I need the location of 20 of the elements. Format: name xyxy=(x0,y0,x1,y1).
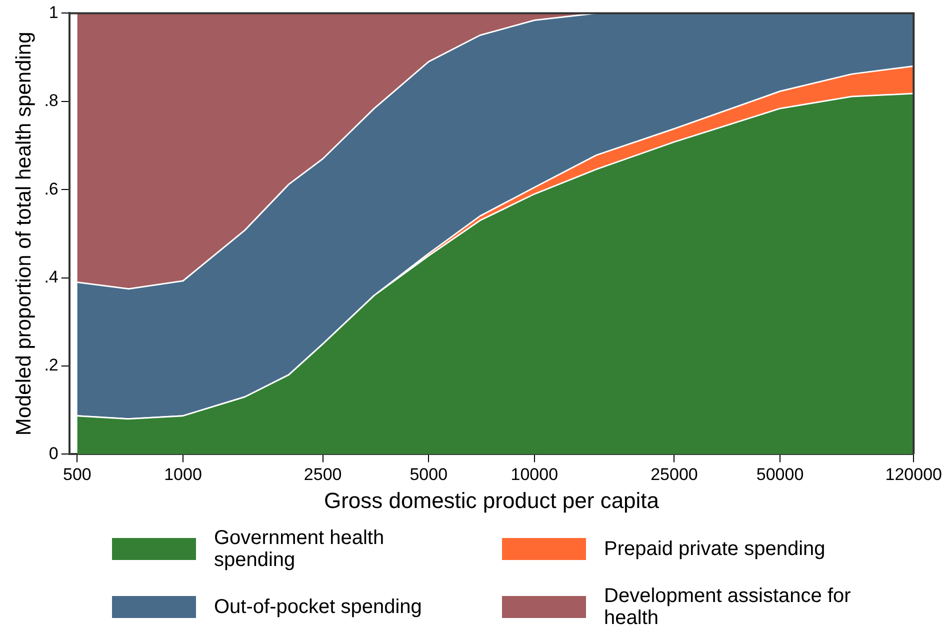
x-tick-label: 1000 xyxy=(164,465,202,484)
x-tick-label: 5000 xyxy=(410,465,448,484)
y-tick-label: .8 xyxy=(44,91,58,110)
y-tick-label: .4 xyxy=(44,267,58,286)
x-tick-label: 120000 xyxy=(885,465,942,484)
legend-label: Prepaid private spending xyxy=(604,538,826,560)
x-tick-label: 50000 xyxy=(756,465,804,484)
x-tick-label: 2500 xyxy=(304,465,342,484)
legend-label: Out-of-pocket spending xyxy=(214,596,423,618)
x-tick-label: 25000 xyxy=(650,465,698,484)
y-tick-label: .2 xyxy=(44,356,58,375)
y-tick-label: 1 xyxy=(48,2,58,22)
y-axis-title: Modeled proportion of total health spending xyxy=(12,32,36,436)
legend-label: Development assistance for health xyxy=(604,585,852,629)
y-tick-label: 0 xyxy=(48,444,58,463)
x-tick-label: 10000 xyxy=(510,465,558,484)
x-axis-title: Gross domestic product per capita xyxy=(324,488,660,513)
y-tick-label: .6 xyxy=(44,179,58,198)
legend-label: Government health spending xyxy=(214,527,386,571)
x-tick-label: 500 xyxy=(63,465,92,484)
